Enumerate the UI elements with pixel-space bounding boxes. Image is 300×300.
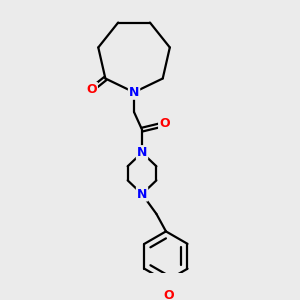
Text: N: N	[137, 188, 147, 201]
Text: N: N	[129, 86, 139, 99]
Text: O: O	[159, 117, 170, 130]
Text: O: O	[164, 289, 175, 300]
Text: N: N	[137, 146, 147, 159]
Text: O: O	[86, 83, 97, 96]
